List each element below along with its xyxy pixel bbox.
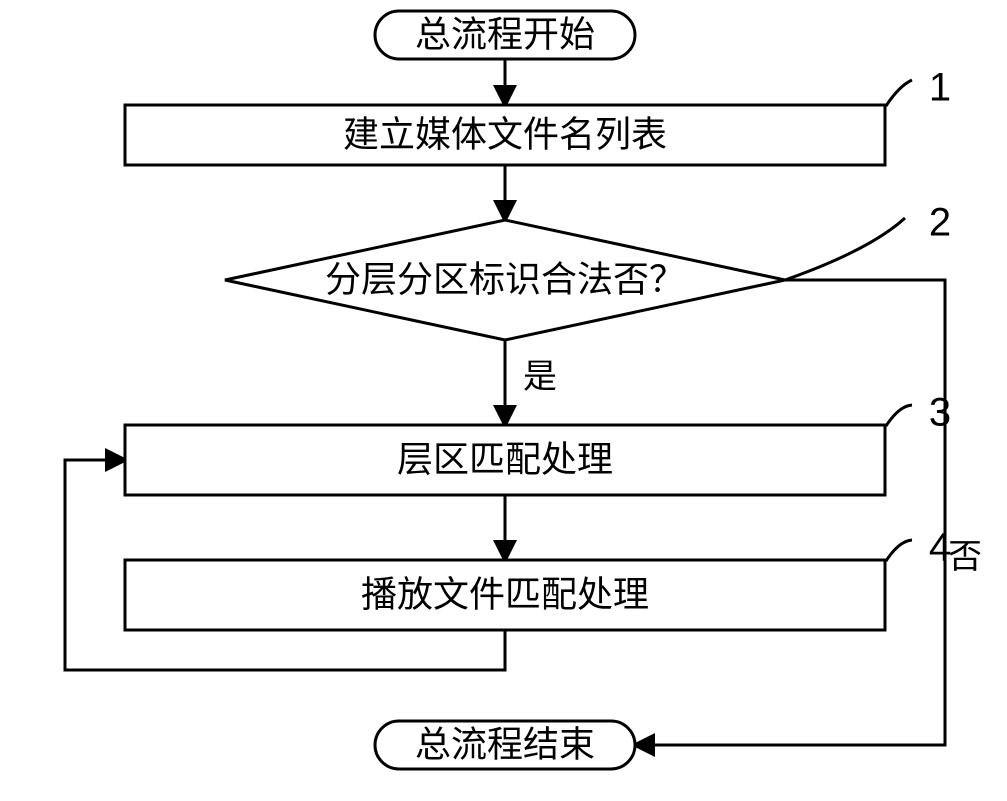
leader-number-step3: 3 [929,391,951,435]
node-end: 总流程结束 [375,721,635,769]
leader-step1 [886,80,912,106]
leader-decision [785,218,905,280]
end-label: 总流程结束 [415,724,595,764]
leader-number-step1: 1 [929,66,951,110]
node-start: 总流程开始 [375,11,635,59]
node-step4: 播放文件匹配处理 [125,560,885,630]
edge-decision-end [635,280,945,745]
leader-step3 [886,405,912,426]
leader-number-decision: 2 [929,201,951,245]
edge-label-decision-step3: 是 [523,359,557,396]
edge-label-decision-end: 否 [948,539,982,576]
decision-label: 分层分区标识合法否？ [325,259,685,299]
start-label: 总流程开始 [415,14,595,54]
step4-label: 播放文件匹配处理 [361,574,649,614]
leader-number-step4: 4 [929,526,951,570]
node-decision: 分层分区标识合法否？ [225,220,785,340]
node-step3: 层区匹配处理 [125,425,885,495]
step3-label: 层区匹配处理 [397,439,613,479]
leader-step4 [886,540,912,561]
step1-label: 建立媒体文件名列表 [343,114,667,154]
node-step1: 建立媒体文件名列表 [125,105,885,165]
